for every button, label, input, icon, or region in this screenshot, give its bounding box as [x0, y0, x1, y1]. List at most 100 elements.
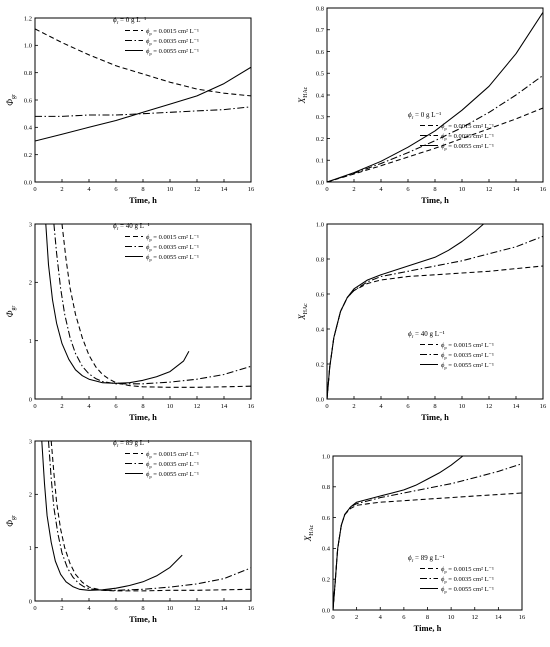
x-tick-label: 6 — [114, 605, 118, 612]
x-tick-label: 12 — [472, 614, 479, 621]
x-tick-label: 2 — [60, 403, 63, 410]
x-tick-label: 6 — [114, 403, 118, 410]
legend-entry: ϕp = 0.0015 cm² L⁻¹ — [441, 566, 494, 574]
y-tick-label: 0.4 — [316, 326, 325, 333]
x-tick-label: 4 — [379, 403, 383, 410]
x-axis-label: Time, h — [129, 412, 157, 422]
x-tick-label: 0 — [33, 403, 36, 410]
y-tick-label: 1.2 — [24, 15, 32, 22]
chart-panel-4: 0 2 4 6 8 10 12 14 16 0.0 0.2 0.4 0.6 0.8 1.0 Time, h XH… — [297, 221, 547, 422]
legend-entry: ϕp = 0.0035 cm² L⁻¹ — [441, 133, 494, 141]
x-tick-label: 4 — [87, 605, 91, 612]
x-tick-label: 8 — [141, 403, 144, 410]
legend-title: ϕr = 89 g L⁻¹ — [113, 439, 150, 449]
series-line-dashdot — [47, 441, 251, 591]
y-tick-label: 1 — [29, 545, 32, 552]
legend-title: ϕr = 40 g L⁻¹ — [408, 330, 445, 340]
series-line-solid — [327, 224, 484, 399]
x-tick-label: 8 — [433, 186, 436, 193]
y-tick-label: 0.0 — [316, 396, 324, 403]
y-tick-label: 0.4 — [316, 92, 325, 99]
y-tick-label: 0.7 — [316, 27, 325, 34]
series-line-dashed — [35, 28, 251, 97]
chart-panel-1: 0 2 4 6 8 10 12 14 16 0.0 0.2 0.4 0.6 0.8 1.0 1.2 Time, … — [5, 15, 255, 205]
legend-entry: ϕp = 0.0055 cm² L⁻¹ — [146, 254, 199, 262]
x-tick-label: 0 — [325, 403, 328, 410]
series-line-dashdot — [53, 224, 251, 385]
y-axis-label: XHAc — [303, 524, 315, 542]
x-tick-label: 12 — [194, 605, 201, 612]
legend-entry: ϕp = 0.0055 cm² L⁻¹ — [441, 586, 494, 594]
y-tick-label: 0.2 — [24, 152, 32, 159]
legend-entry: ϕp = 0.0035 cm² L⁻¹ — [146, 38, 199, 46]
legend-entry: ϕp = 0.0015 cm² L⁻¹ — [441, 342, 494, 350]
x-tick-label: 16 — [248, 605, 255, 612]
legend-entry: ϕp = 0.0055 cm² L⁻¹ — [441, 143, 494, 151]
legend-entry: ϕp = 0.0055 cm² L⁻¹ — [146, 48, 199, 56]
y-tick-label: 0.4 — [24, 125, 33, 132]
x-tick-label: 4 — [87, 186, 91, 193]
x-tick-label: 14 — [495, 614, 502, 621]
y-tick-label: 1.0 — [24, 43, 32, 50]
x-tick-label: 2 — [352, 186, 355, 193]
x-axis-label: Time, h — [414, 623, 442, 633]
plot-frame — [326, 223, 544, 400]
y-tick-label: 0.8 — [316, 256, 324, 263]
x-tick-label: 0 — [33, 186, 36, 193]
legend-title: ϕr = 40 g L⁻¹ — [113, 222, 150, 232]
series-line-dashdot — [327, 235, 543, 399]
x-tick-label: 14 — [513, 403, 520, 410]
series-line-dashdot — [327, 74, 543, 182]
x-tick-label: 12 — [194, 403, 201, 410]
legend-entry: ϕp = 0.0035 cm² L⁻¹ — [441, 352, 494, 360]
y-tick-label: 0.1 — [316, 158, 324, 165]
legend-entry: ϕp = 0.0015 cm² L⁻¹ — [146, 451, 199, 459]
y-tick-label: 0.8 — [322, 484, 330, 491]
y-axis-label: XHAc — [297, 86, 309, 104]
x-tick-label: 6 — [402, 614, 406, 621]
legend-entry: ϕp = 0.0015 cm² L⁻¹ — [441, 123, 494, 131]
x-tick-label: 2 — [355, 614, 358, 621]
y-tick-label: 0.0 — [322, 607, 330, 614]
legend: ϕr = 0 g L⁻¹ϕp = 0.0015 cm² L⁻¹ ϕp = 0.00… — [408, 111, 494, 151]
x-tick-label: 10 — [448, 614, 455, 621]
y-tick-label: 0.4 — [322, 546, 331, 553]
y-tick-label: 0.8 — [316, 5, 324, 12]
y-tick-label: 0.6 — [316, 49, 325, 56]
series-line-solid — [333, 456, 464, 610]
chart-panel-6: 0 2 4 6 8 10 12 14 16 0.0 0.2 0.4 0.6 0.8 1.0 Time, h XH… — [303, 453, 526, 633]
x-tick-label: 6 — [406, 403, 410, 410]
plot-frame — [326, 7, 544, 183]
x-tick-label: 12 — [486, 403, 493, 410]
x-tick-label: 12 — [486, 186, 493, 193]
y-tick-label: 0.0 — [24, 179, 32, 186]
y-tick-label: 3 — [29, 221, 32, 228]
x-tick-label: 0 — [331, 614, 334, 621]
x-tick-label: 8 — [426, 614, 429, 621]
legend-entry: ϕp = 0.0035 cm² L⁻¹ — [441, 576, 494, 584]
y-tick-label: 2 — [29, 280, 32, 287]
x-tick-label: 14 — [221, 186, 228, 193]
y-axis-label: Φgr — [5, 94, 17, 106]
plot-frame — [34, 440, 252, 602]
y-tick-label: 0.6 — [24, 97, 33, 104]
y-tick-label: 1.0 — [316, 221, 324, 228]
y-tick-label: 0.3 — [316, 114, 324, 121]
x-tick-label: 14 — [513, 186, 520, 193]
x-tick-label: 16 — [540, 403, 547, 410]
x-tick-label: 2 — [60, 605, 63, 612]
y-tick-label: 0.0 — [316, 179, 324, 186]
x-tick-label: 2 — [352, 403, 355, 410]
x-tick-label: 10 — [167, 403, 174, 410]
series-line-solid — [327, 12, 543, 182]
legend: ϕr = 89 g L⁻¹ ϕp = 0.0015 cm² L⁻¹ ϕp = 0.0… — [113, 439, 199, 479]
x-tick-label: 2 — [60, 186, 63, 193]
series-line-dashed — [61, 224, 251, 388]
x-tick-label: 10 — [167, 605, 174, 612]
x-tick-label: 6 — [114, 186, 118, 193]
legend-entry: ϕp = 0.0035 cm² L⁻¹ — [146, 244, 199, 252]
x-axis-label: Time, h — [421, 412, 449, 422]
x-tick-label: 8 — [433, 403, 436, 410]
x-tick-label: 10 — [459, 186, 466, 193]
